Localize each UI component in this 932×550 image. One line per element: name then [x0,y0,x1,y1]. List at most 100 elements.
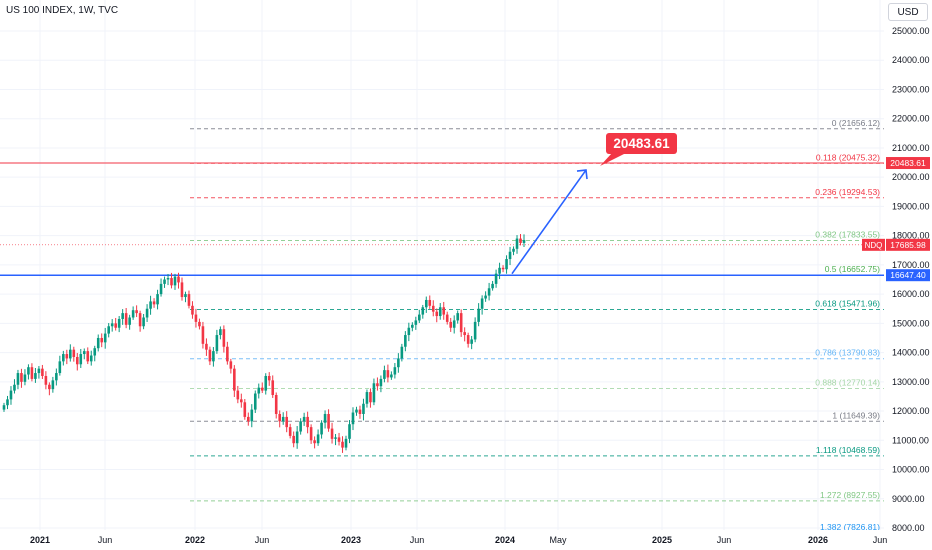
candle-body [215,335,219,352]
price-axis-tick: 8000.00 [892,523,925,533]
projection-arrow-head [576,169,588,180]
symbol-title: US 100 INDEX, 1W, TVC [6,5,119,16]
fib-level-label: 0.888 (12770.14) [815,378,880,388]
candle-body [184,294,187,298]
candle-body [285,416,288,428]
candle-body [449,321,453,328]
candle-body [250,409,254,422]
candle-body [233,368,236,391]
candle-body [163,279,166,284]
price-axis-tick: 23000.00 [892,84,930,94]
time-axis-tick: Jun [873,535,888,545]
candle-body [418,314,421,321]
candle-body [44,375,48,385]
ndq-symbol-tag-text: NDQ [865,241,883,250]
candle-body [93,348,97,356]
candle-body [246,416,250,422]
fib-level-label: 1.272 (8927.55) [820,490,880,500]
price-axis-tick: 24000.00 [892,55,930,65]
candle-body [435,311,439,317]
price-axis-tick: 22000.00 [892,114,930,124]
candle-body [281,416,285,422]
target-price-tag [886,157,930,170]
candle-body [205,343,208,350]
candle-body [271,380,275,395]
candle-body [421,307,425,315]
candle-body [306,416,309,428]
candle-body [428,299,432,306]
candle-body [393,367,397,375]
candle-body [498,267,501,274]
candle-body [222,329,226,347]
candle-body [267,375,271,381]
candle-body [424,299,428,308]
candle-body [386,370,390,378]
candle-body [264,375,268,391]
candle-body [69,349,72,359]
candle-body [355,409,358,413]
candle-body [257,387,261,394]
candle-body [27,367,30,375]
fib-level-label: 0.786 (13790.83) [815,348,880,358]
candle-body [72,349,76,357]
time-axis-panel [0,530,884,550]
candle-body [323,413,327,423]
last-price-tag [886,238,930,251]
price-axis-tick: 10000.00 [892,465,930,475]
fib-level-label: 0.382 (17833.55) [815,230,880,240]
candle-body [313,440,316,444]
candle-body [65,354,69,359]
candle-body [379,378,383,387]
candle-body [407,327,411,336]
price-axis-tick: 13000.00 [892,377,930,387]
candle-body [288,427,292,436]
target-price-tag-text: 20483.61 [890,158,926,168]
candle-body [62,354,65,362]
candle-body [96,337,100,349]
projection-arrow-line [511,169,587,275]
candle-body [152,301,156,305]
candle-body [414,320,418,325]
candle-body [100,337,104,343]
candle-body [480,298,484,309]
candle-body [191,305,194,315]
fib-level-label: 0.236 (19294.53) [815,187,880,197]
time-axis-tick: 2025 [652,535,672,545]
price-axis-tick: 11000.00 [892,435,929,445]
fib-level-label: 1 (11649.39) [832,410,880,420]
candle-body [187,294,191,306]
support-price-tag [886,269,930,282]
candle-body [208,349,212,362]
fib-level-label: 1.382 (7826.81) [820,522,880,532]
candle-body [79,354,83,365]
candle-body [348,424,351,439]
candle-body [110,323,114,327]
candle-body [330,428,334,439]
price-axis-tick: 17000.00 [892,260,930,270]
candle-body [316,434,320,444]
candle-body [442,307,446,315]
candle-body [512,248,515,252]
candle-body [51,380,55,390]
candle-body [48,384,51,390]
support-price-tag-text: 16647.40 [890,270,926,280]
candle-body [341,441,344,448]
candle-body [138,313,142,327]
ndq-symbol-tag [862,238,885,251]
candle-body [6,399,9,406]
candle-body [491,283,494,289]
candle-body [20,373,23,382]
candle-body [128,317,131,325]
candle-body [240,399,243,403]
currency-button[interactable]: USD [888,3,928,21]
candle-body [501,267,505,270]
time-axis-tick: 2026 [808,535,828,545]
candle-body [131,310,135,318]
candle-body [219,329,222,336]
candle-body [37,368,41,374]
candle-body [34,373,37,379]
candle-body [198,321,201,327]
candle-body [2,405,6,410]
